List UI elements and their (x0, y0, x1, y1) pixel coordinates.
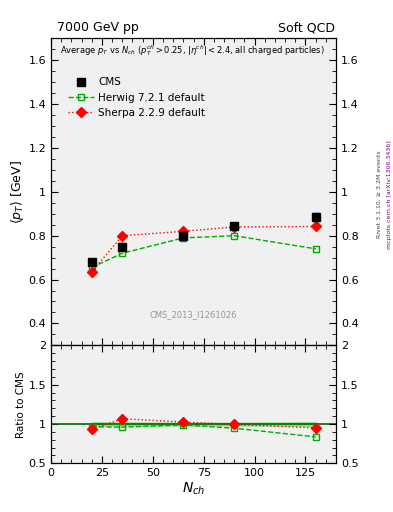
Text: Soft QCD: Soft QCD (278, 22, 335, 34)
Legend: CMS, Herwig 7.2.1 default, Sherpa 2.2.9 default: CMS, Herwig 7.2.1 default, Sherpa 2.2.9 … (65, 74, 208, 121)
Text: CMS_2013_I1261026: CMS_2013_I1261026 (150, 310, 237, 319)
Text: Average $p_T$ vs $N_{ch}$ ($p_T^{ch}>0.25$, $|\eta^{ch}|<2.4$, all charged parti: Average $p_T$ vs $N_{ch}$ ($p_T^{ch}>0.2… (60, 43, 324, 58)
X-axis label: $N_{ch}$: $N_{ch}$ (182, 481, 205, 497)
Text: Rivet 3.1.10, ≥ 3.2M events: Rivet 3.1.10, ≥ 3.2M events (377, 151, 382, 239)
Text: mcplots.cern.ch [arXiv:1306.3436]: mcplots.cern.ch [arXiv:1306.3436] (387, 140, 391, 249)
Text: 7000 GeV pp: 7000 GeV pp (57, 22, 139, 34)
Y-axis label: $\langle p_T \rangle$ [GeV]: $\langle p_T \rangle$ [GeV] (9, 160, 26, 224)
Y-axis label: Ratio to CMS: Ratio to CMS (16, 371, 26, 438)
